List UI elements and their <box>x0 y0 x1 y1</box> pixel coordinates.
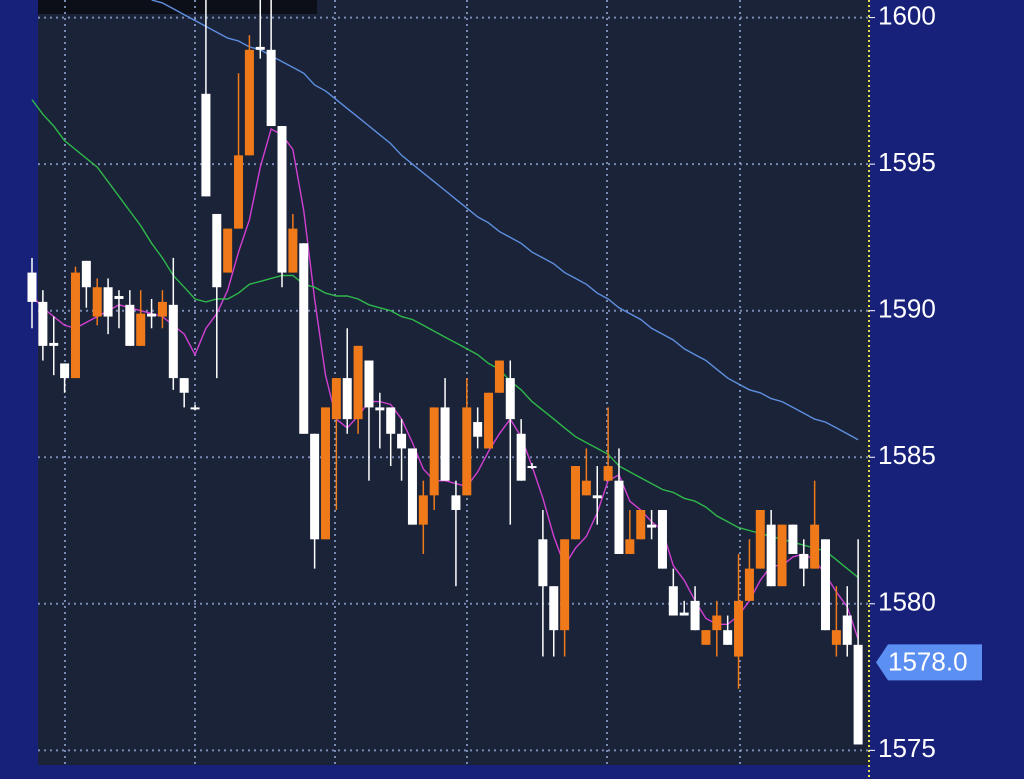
candle-body <box>549 586 559 631</box>
candle-body <box>397 433 407 449</box>
time-grid <box>64 0 741 765</box>
candle-body <box>473 422 483 437</box>
candle-body <box>364 360 374 408</box>
candle-body <box>462 407 472 496</box>
last-price-label: 1578.0 <box>888 646 968 676</box>
candle-body <box>418 495 428 525</box>
candle-body <box>734 600 744 657</box>
candle-body <box>136 313 146 346</box>
candle-body <box>625 539 635 554</box>
candle-body <box>614 480 624 554</box>
candle-body <box>581 480 591 496</box>
candle-body <box>386 407 396 434</box>
candle-body <box>168 304 178 379</box>
candle-body <box>342 378 352 420</box>
candle-body <box>212 213 222 288</box>
candle-body <box>636 510 646 540</box>
y-tick-label: 1600 <box>878 0 936 30</box>
candle-body <box>244 49 254 156</box>
candles <box>27 0 863 745</box>
candle-body <box>571 466 580 540</box>
candle-body <box>755 510 765 569</box>
candle-body <box>320 407 330 540</box>
candle-body <box>679 612 689 616</box>
candle-body <box>201 93 211 197</box>
candle-body <box>81 260 91 288</box>
candle-body <box>70 272 80 379</box>
candle-body <box>299 243 309 434</box>
candle-body <box>331 378 341 420</box>
candle-body <box>527 466 537 469</box>
candle-body <box>603 466 613 481</box>
candle-body <box>712 615 722 631</box>
candle-body <box>853 644 863 745</box>
candle-body <box>668 586 678 616</box>
candle-body <box>723 630 733 645</box>
candle-body <box>27 272 37 302</box>
candle-body <box>60 363 70 379</box>
candle-body <box>157 301 167 317</box>
candle-body <box>407 448 417 525</box>
candle-body <box>821 539 831 631</box>
candle-body <box>234 155 244 229</box>
y-tick-label: 1585 <box>878 440 936 470</box>
candle-body <box>277 126 287 273</box>
candle-body <box>190 407 200 410</box>
candle-body <box>592 495 602 499</box>
candle-body <box>353 345 363 420</box>
candle-body <box>451 495 461 510</box>
candle-body <box>701 630 711 645</box>
candle-body <box>125 304 135 346</box>
y-tick-label: 1575 <box>878 733 936 763</box>
candle-body <box>494 360 504 393</box>
moving-average-line <box>31 99 859 578</box>
top-bar <box>38 0 317 14</box>
candle-body <box>38 301 48 346</box>
candle-body <box>375 407 385 411</box>
candle-body <box>560 539 570 631</box>
candle-body <box>516 433 526 481</box>
candle-body <box>842 615 852 645</box>
candle-body <box>440 407 450 481</box>
last-price-tag <box>876 644 982 681</box>
candle-body <box>429 407 439 496</box>
candle-body <box>744 568 754 601</box>
candle-body <box>766 524 776 587</box>
candle-body <box>799 553 809 569</box>
candle-body <box>266 49 276 127</box>
plot-area <box>38 0 870 765</box>
candle-body <box>657 510 667 569</box>
candle-body <box>505 378 515 420</box>
candle-body <box>788 524 798 554</box>
candle-body <box>147 313 157 317</box>
candle-body <box>690 600 700 631</box>
y-tick-label: 1590 <box>878 294 936 324</box>
candle-body <box>223 228 233 273</box>
candle-body <box>484 392 494 449</box>
candle-body <box>831 630 841 645</box>
y-tick-label: 1595 <box>878 147 936 177</box>
candle-body <box>49 342 59 346</box>
candle-body <box>810 524 820 569</box>
candle-body <box>777 524 787 587</box>
candle-body <box>647 524 657 528</box>
candle-body <box>288 228 298 273</box>
candle-body <box>114 296 124 299</box>
candle-body <box>255 46 265 50</box>
price-axis: 1575 1580 1585 1590 1595 1600 1578.0 <box>869 0 982 763</box>
candle-body <box>92 287 102 317</box>
y-tick-label: 1580 <box>878 587 936 617</box>
candle-body <box>310 433 320 540</box>
candle-body <box>179 378 189 393</box>
candle-body <box>103 287 113 317</box>
candle-body <box>538 539 548 587</box>
